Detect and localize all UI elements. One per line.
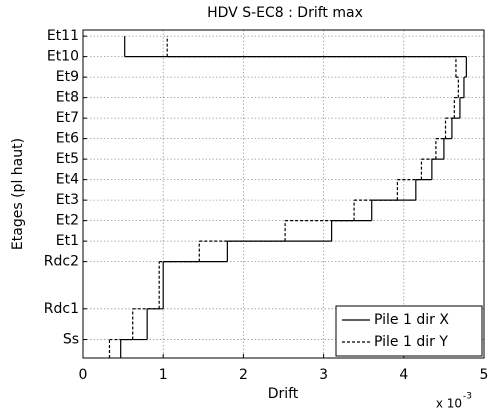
y-tick-label: Rdc2 <box>44 254 79 270</box>
x-tick-label: 2 <box>239 367 248 383</box>
legend-label: Pile 1 dir Y <box>374 334 448 350</box>
x-tick-label: 0 <box>79 367 88 383</box>
y-tick-label: Et1 <box>56 233 79 249</box>
y-tick-label: Et4 <box>56 172 79 188</box>
y-tick-label: Et5 <box>56 151 79 167</box>
y-tick-label: Et8 <box>56 90 79 106</box>
y-tick-label: Et3 <box>56 192 79 208</box>
x-tick-label: 5 <box>480 367 489 383</box>
legend-label: Pile 1 dir X <box>374 312 449 328</box>
y-axis-label: Etages (pl haut) <box>10 138 26 250</box>
x-axis-label: Drift <box>268 386 299 402</box>
x-tick-label: 4 <box>399 367 408 383</box>
y-tick-label: Et6 <box>56 131 79 147</box>
chart-title: HDV S-EC8 : Drift max <box>207 5 363 21</box>
plot-area <box>83 30 484 358</box>
axes-box <box>82 29 485 359</box>
y-tick-label: Et7 <box>56 110 79 126</box>
x-multiplier: x 10 <box>436 397 462 411</box>
y-tick-label: Et11 <box>47 28 79 44</box>
y-tick-label: Ss <box>63 332 79 348</box>
x-tick-label: 3 <box>319 367 328 383</box>
y-tick-label: Et9 <box>56 69 79 85</box>
y-tick-label: Rdc1 <box>44 301 79 317</box>
y-tick-label: Et2 <box>56 213 79 229</box>
y-tick-label: Et10 <box>47 49 79 65</box>
x-tick-label: 1 <box>159 367 168 383</box>
x-exponent: -3 <box>463 392 472 402</box>
legend-box <box>335 305 483 357</box>
